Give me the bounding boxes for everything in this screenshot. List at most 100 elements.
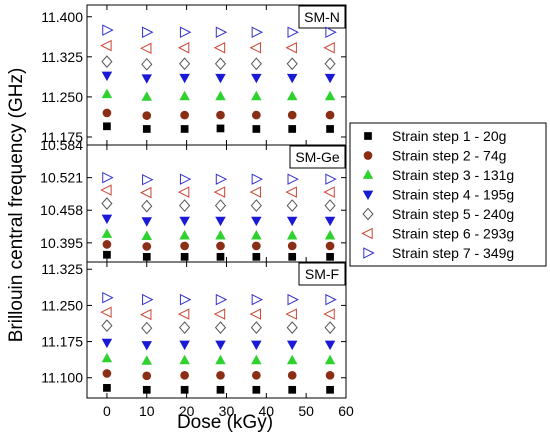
x-tick-label: 60 (338, 403, 354, 419)
data-point (103, 122, 111, 131)
panel-tag: SM-N (298, 5, 346, 29)
data-point (286, 354, 298, 365)
panel-tag-label: SM-Ge (295, 149, 340, 165)
data-point (251, 73, 262, 84)
data-point (215, 229, 226, 240)
data-point (101, 228, 113, 238)
data-point (140, 186, 152, 199)
data-point (179, 354, 190, 365)
data-point (142, 252, 151, 261)
series-5 (101, 197, 336, 213)
panel-tag-label: SM-F (305, 266, 339, 282)
data-point (252, 110, 261, 120)
data-point (249, 308, 262, 320)
data-point (140, 42, 152, 54)
data-point (142, 293, 154, 306)
data-point (216, 252, 225, 261)
data-point (101, 88, 113, 99)
data-point (324, 90, 336, 101)
y-tick-label: 11.175 (41, 129, 83, 145)
series-4 (101, 71, 336, 84)
data-point (179, 321, 191, 334)
data-point (249, 42, 262, 54)
data-point (252, 385, 261, 394)
data-point (326, 125, 334, 133)
data-point (101, 338, 113, 349)
data-point (250, 321, 262, 334)
data-point (286, 73, 298, 84)
data-point (215, 90, 226, 101)
data-point (325, 370, 335, 380)
data-point (252, 370, 261, 380)
data-point (251, 90, 262, 101)
data-point (142, 26, 154, 38)
data-point (215, 340, 226, 351)
data-point (102, 369, 112, 378)
panel-frame (86, 261, 347, 399)
y-tick-label: 11.325 (41, 49, 83, 65)
data-point (101, 197, 113, 210)
series-6 (100, 39, 335, 54)
data-point (324, 57, 336, 71)
y-tick-label: 11.400 (41, 9, 83, 25)
data-point (103, 384, 111, 392)
data-point (326, 385, 334, 394)
data-point (216, 370, 225, 380)
legend-marker (363, 151, 373, 160)
series-1 (103, 384, 334, 394)
data-point (142, 173, 154, 186)
legend-marker (362, 190, 374, 201)
data-point (142, 385, 151, 394)
data-point (252, 241, 261, 251)
data-point (287, 370, 297, 380)
legend-label: Strain step 2 - 74g (392, 148, 506, 164)
data-point (100, 306, 112, 318)
data-point (141, 217, 153, 227)
data-point (323, 308, 335, 320)
data-point (103, 250, 111, 259)
legend-marker (362, 169, 374, 179)
data-point (141, 355, 153, 365)
data-point (287, 241, 297, 251)
x-tick-label: 0 (103, 403, 111, 419)
panel-sm-ge: 10.395 10.458 10.521 10.584 SM-Ge (40, 137, 347, 263)
panel-tag: SM-Ge (289, 145, 346, 169)
legend-box (349, 122, 547, 267)
data-point (251, 340, 262, 351)
y-tick-label: 11.175 (41, 334, 83, 350)
data-point (252, 125, 261, 133)
data-point (141, 321, 153, 335)
data-point (251, 173, 264, 185)
data-point (323, 186, 335, 198)
legend-label: Strain step 4 - 195g (392, 187, 514, 203)
panel-sm-n: 11.175 11.250 11.325 11.400 SM-N (41, 4, 347, 146)
data-point (285, 42, 297, 54)
series-5 (101, 55, 336, 71)
legend-label: Strain step 3 - 131g (392, 167, 514, 183)
data-point (101, 214, 113, 225)
panel-tag-label: SM-N (304, 9, 340, 25)
data-point (141, 341, 153, 351)
data-point (286, 90, 298, 101)
legend-entry: Strain step 4 - 195g (362, 187, 514, 203)
panel-tag-box (298, 262, 346, 286)
series-2 (102, 108, 335, 120)
data-point (179, 57, 191, 71)
data-point (325, 110, 335, 120)
data-point (215, 293, 228, 306)
data-point (323, 42, 335, 54)
data-point (213, 186, 226, 198)
data-point (252, 252, 261, 261)
data-point (251, 229, 262, 240)
data-point (141, 57, 153, 71)
data-point (288, 385, 297, 394)
data-point (326, 252, 334, 261)
data-point (215, 354, 226, 365)
data-point (286, 321, 298, 334)
data-point (285, 308, 297, 320)
data-point (216, 124, 225, 133)
data-point (102, 171, 114, 184)
legend-marker (364, 132, 372, 140)
y-tick-label: 10.521 (40, 170, 83, 186)
data-point (285, 186, 297, 198)
